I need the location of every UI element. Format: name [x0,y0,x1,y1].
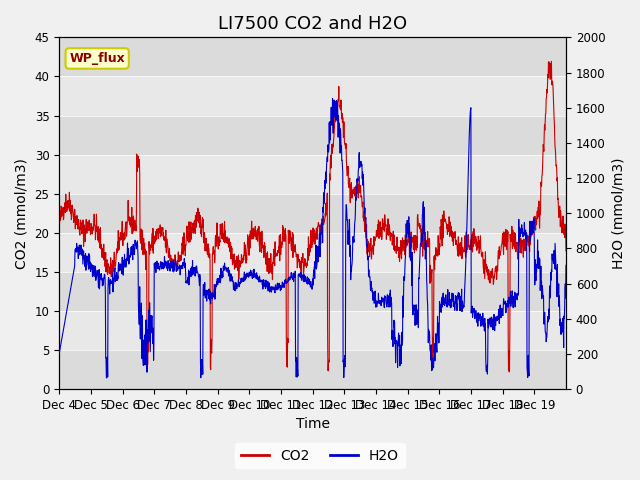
Y-axis label: CO2 (mmol/m3): CO2 (mmol/m3) [15,158,29,269]
X-axis label: Time: Time [296,418,330,432]
Bar [59,350,566,389]
Bar [59,194,566,233]
Bar [59,37,566,76]
Text: WP_flux: WP_flux [69,52,125,65]
Y-axis label: H2O (mmol/m3): H2O (mmol/m3) [611,157,625,269]
Bar [59,272,566,311]
Bar [59,116,566,155]
Title: LI7500 CO2 and H2O: LI7500 CO2 and H2O [218,15,407,33]
Legend: CO2, H2O: CO2, H2O [236,443,404,468]
